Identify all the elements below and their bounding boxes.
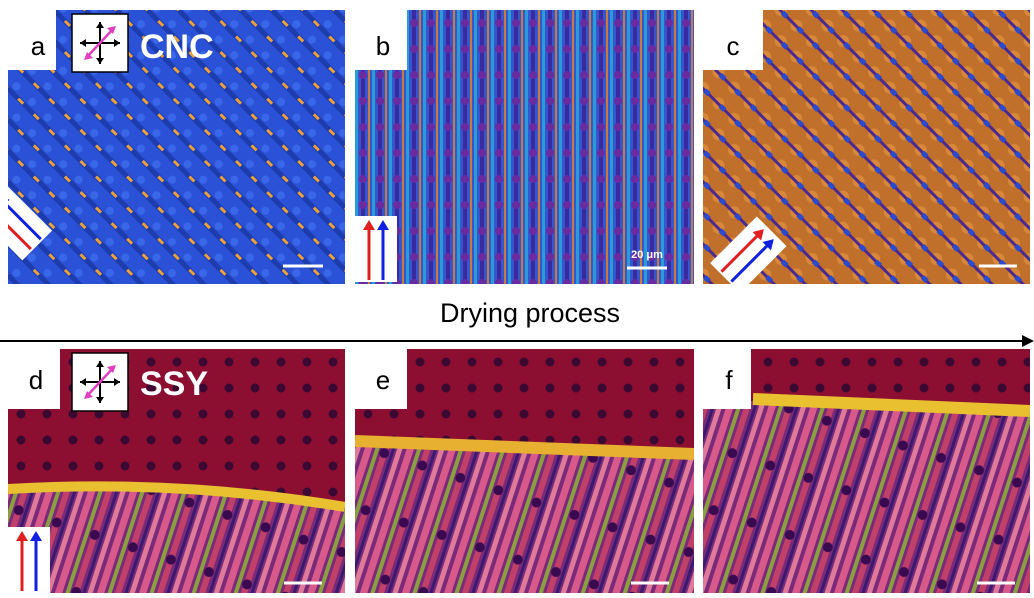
panel-label: e [376,365,390,395]
panel-c: c [703,10,1030,293]
panel-d: d SSY [8,349,345,593]
process-label: Drying process [440,298,620,328]
panel-label: c [727,31,740,61]
panel-label: a [31,31,46,61]
panel-f: f [703,349,1030,593]
process-arrowhead [1022,335,1034,347]
scale-bar-label: 20 μm [631,249,663,261]
panel-label: f [725,365,733,395]
panel-label: d [29,365,43,395]
material-label: CNC [140,28,214,66]
panel-b: b 20 μm [355,10,694,284]
material-label: SSY [140,365,208,403]
panel-a: a CNC [0,10,345,284]
panel-e: e [355,349,694,593]
panel-label: b [376,31,390,61]
figure: a CNC b 20 μm c Drying process d SSY e f [0,0,1034,593]
